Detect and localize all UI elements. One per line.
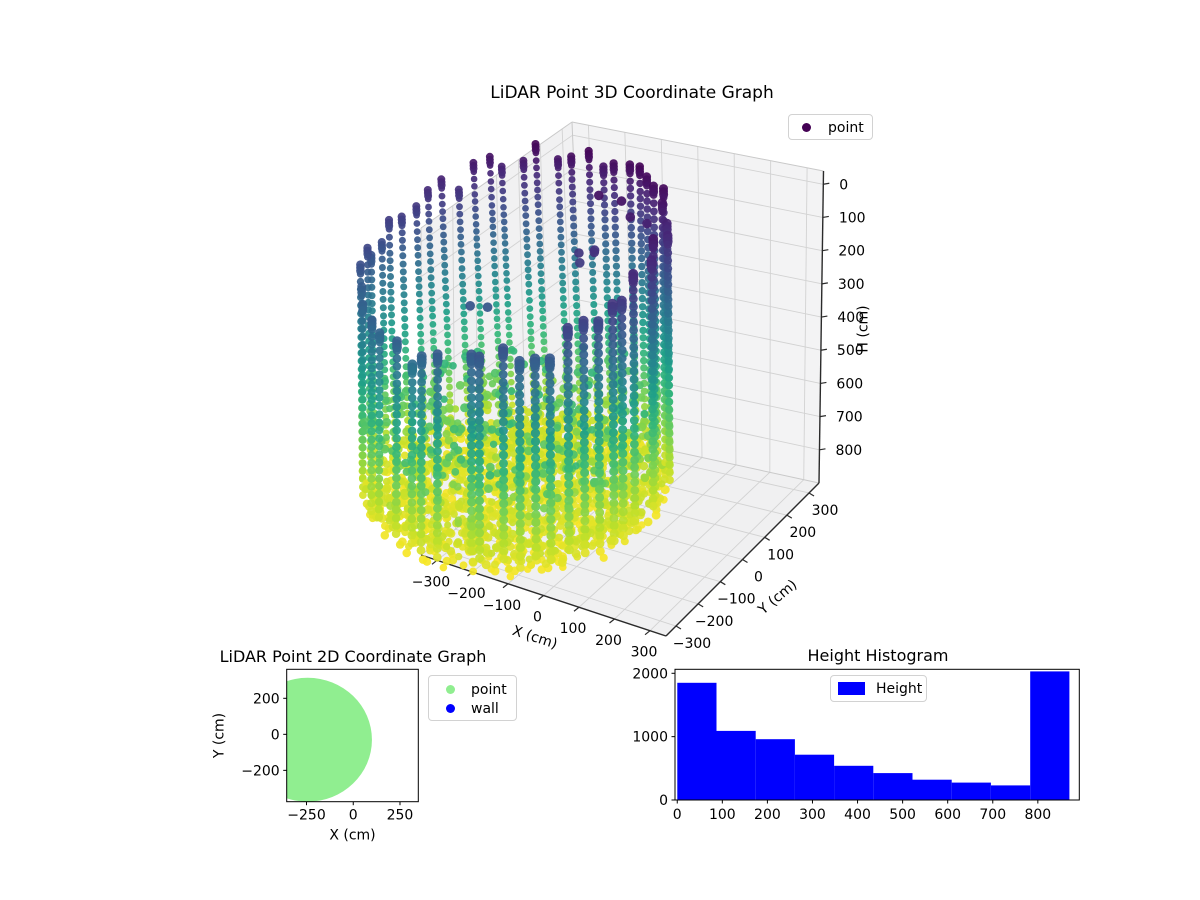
legend-label: wall [471, 700, 499, 717]
legend-label: Height [876, 680, 923, 697]
svg-text:X (cm): X (cm) [510, 623, 559, 653]
legend-label: point [828, 119, 864, 136]
svg-text:300: 300 [812, 503, 839, 519]
svg-text:−300: −300 [673, 636, 711, 652]
plot3d-title: LiDAR Point 3D Coordinate Graph [490, 83, 774, 103]
svg-text:−300: −300 [412, 574, 450, 590]
svg-text:700: 700 [836, 410, 863, 426]
svg-text:0: 0 [271, 727, 280, 743]
svg-text:250: 250 [387, 808, 414, 824]
height-swatch-icon [838, 682, 865, 695]
svg-text:300: 300 [799, 807, 826, 823]
svg-text:600: 600 [836, 376, 863, 392]
svg-text:−200: −200 [695, 614, 733, 630]
svg-text:X (cm): X (cm) [329, 828, 375, 844]
plot2d-legend: point wall [428, 675, 517, 721]
svg-text:300: 300 [631, 645, 658, 661]
svg-text:200: 200 [253, 691, 280, 707]
svg-text:−250: −250 [287, 808, 325, 824]
legend-item-point: point [802, 118, 872, 137]
svg-text:300: 300 [838, 277, 865, 293]
legend-item-height: Height [838, 679, 926, 698]
svg-text:0: 0 [533, 610, 542, 626]
height-histogram-plot: 0 100 200 300 400 500 600 700 800 0 1000 2000 [632, 666, 1080, 823]
svg-text:0: 0 [659, 793, 668, 809]
svg-text:−200: −200 [447, 586, 485, 602]
legend-label: point [471, 681, 507, 698]
svg-text:100: 100 [709, 807, 736, 823]
svg-text:0: 0 [349, 808, 358, 824]
svg-text:0: 0 [673, 807, 682, 823]
point-marker-icon [802, 123, 811, 132]
svg-text:0: 0 [839, 177, 848, 193]
svg-text:−100: −100 [483, 598, 521, 614]
histogram-title: Height Histogram [807, 646, 949, 665]
legend-item-point: point [446, 680, 516, 699]
svg-text:200: 200 [838, 244, 865, 260]
lidar-3d-plot: −300−200−1000100200300−300−200−100010020… [356, 121, 871, 661]
svg-text:500: 500 [889, 807, 916, 823]
svg-text:600: 600 [934, 807, 961, 823]
svg-text:Y (cm): Y (cm) [212, 713, 228, 759]
plot2d-title: LiDAR Point 2D Coordinate Graph [219, 647, 487, 666]
svg-text:100: 100 [560, 621, 587, 637]
svg-text:500: 500 [837, 343, 864, 359]
svg-text:400: 400 [837, 310, 864, 326]
svg-text:0: 0 [754, 570, 763, 586]
svg-text:100: 100 [767, 547, 794, 563]
svg-text:200: 200 [754, 807, 781, 823]
svg-text:−200: −200 [241, 763, 279, 779]
svg-text:100: 100 [839, 210, 866, 226]
svg-text:800: 800 [1024, 807, 1051, 823]
lidar-2d-plot: −250 0 250 −200 0 200 X (cm) Y (cm) [212, 668, 419, 844]
legend-item-wall: wall [446, 699, 516, 718]
svg-text:700: 700 [979, 807, 1006, 823]
point-marker-icon [446, 685, 455, 694]
plot3d-legend: point [788, 114, 873, 140]
svg-text:2000: 2000 [632, 666, 668, 682]
svg-text:400: 400 [844, 807, 871, 823]
svg-text:1000: 1000 [632, 730, 668, 746]
svg-text:200: 200 [789, 525, 816, 541]
histogram-legend: Height [830, 675, 927, 702]
svg-text:H (cm): H (cm) [855, 305, 871, 352]
wall-marker-icon [446, 704, 455, 713]
svg-text:800: 800 [835, 443, 862, 459]
svg-text:200: 200 [595, 633, 622, 649]
svg-text:−100: −100 [717, 592, 755, 608]
